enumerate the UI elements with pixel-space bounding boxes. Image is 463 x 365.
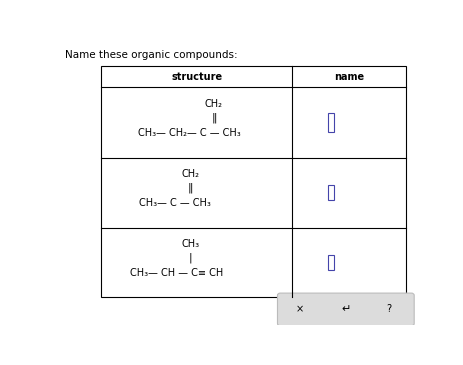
Text: CH₃: CH₃: [181, 239, 200, 249]
Text: ×: ×: [296, 304, 304, 314]
Text: structure: structure: [171, 72, 222, 82]
Bar: [328, 255, 334, 270]
Text: ?: ?: [387, 304, 392, 314]
Bar: [328, 113, 334, 132]
Text: ‖: ‖: [188, 182, 194, 193]
FancyBboxPatch shape: [277, 293, 414, 326]
Text: CH₃— CH₂— C — CH₃: CH₃— CH₂— C — CH₃: [138, 128, 241, 138]
Text: CH₂: CH₂: [205, 99, 223, 109]
Text: Name these organic compounds:: Name these organic compounds:: [65, 50, 238, 60]
Text: |: |: [189, 252, 193, 262]
Bar: [101, 66, 406, 297]
Text: CH₃— C — CH₃: CH₃— C — CH₃: [139, 199, 211, 208]
Text: name: name: [334, 72, 364, 82]
Text: ↵: ↵: [341, 304, 350, 314]
Text: ‖: ‖: [211, 112, 217, 123]
Bar: [328, 185, 334, 200]
Text: CH₃— CH — C≡ CH: CH₃— CH — C≡ CH: [131, 268, 224, 278]
Text: CH₂: CH₂: [181, 169, 200, 180]
